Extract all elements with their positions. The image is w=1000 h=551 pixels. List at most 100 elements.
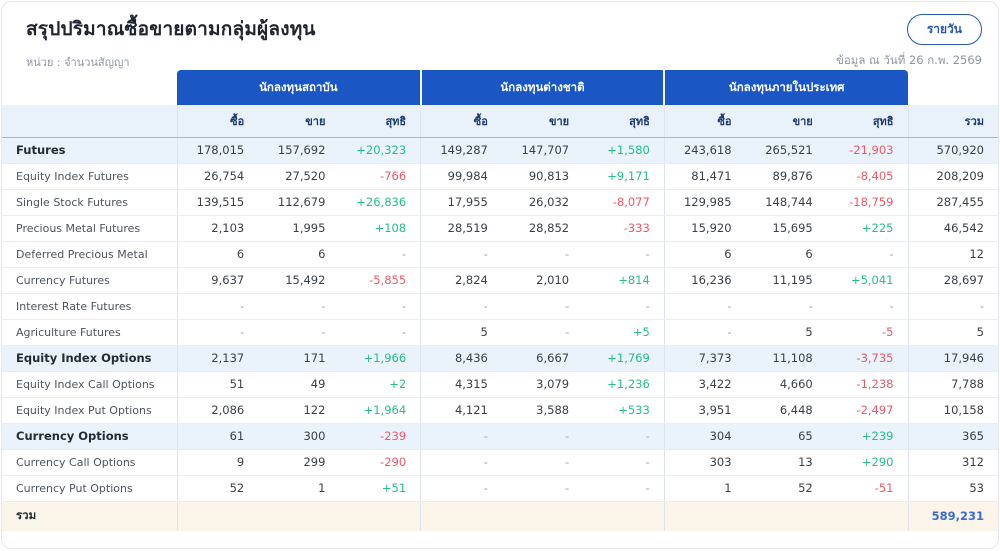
row-label: Single Stock Futures xyxy=(2,189,177,216)
row-value-cell: 171 xyxy=(258,345,340,372)
row-total-cell: 10,158 xyxy=(907,397,998,424)
row-total-cell: 312 xyxy=(907,449,998,476)
row-value-cell: -290 xyxy=(339,449,421,476)
row-value-cell: 112,679 xyxy=(258,189,340,216)
row-value-cell: 299 xyxy=(258,449,340,476)
row-value-cell: +225 xyxy=(826,215,908,242)
row-value-cell: 15,492 xyxy=(258,267,340,294)
row-value-cell: 5 xyxy=(745,319,827,346)
row-value-cell: 27,520 xyxy=(258,163,340,190)
row-value-cell: 122 xyxy=(258,397,340,424)
row-value-cell: 7,373 xyxy=(663,345,746,372)
row-value-cell: 28,519 xyxy=(420,215,502,242)
row-value-cell: - xyxy=(258,293,340,320)
row-value-cell: 3,079 xyxy=(501,371,584,398)
row-value-cell: -333 xyxy=(583,215,665,242)
page-title: สรุปปริมาณซื้อขายตามกลุ่มผู้ลงทุน xyxy=(26,18,316,40)
sell-header: ขาย xyxy=(258,105,340,138)
row-value-cell: - xyxy=(583,241,665,268)
group-header-row: นักลงทุนสถาบัน นักลงทุนต่างชาติ นักลงทุน… xyxy=(2,70,998,105)
table-row: Currency Call Options 9 299 -290- - -303 13 +29… xyxy=(2,449,998,476)
row-value-cell: 2,824 xyxy=(420,267,502,294)
row-total-cell: 570,920 xyxy=(907,137,998,164)
row-total-cell: 365 xyxy=(907,423,998,450)
row-value-cell: -1,238 xyxy=(826,371,908,398)
row-value-cell: -5 xyxy=(826,319,908,346)
row-value-cell: - xyxy=(420,423,502,450)
row-value-cell: +26,836 xyxy=(339,189,421,216)
row-value-cell: 6 xyxy=(176,241,259,268)
row-value-cell: 90,813 xyxy=(501,163,584,190)
sell-header: ขาย xyxy=(745,105,827,138)
row-value-cell: -8,077 xyxy=(583,189,665,216)
corner-blank-cell xyxy=(2,70,177,105)
row-value-cell: +814 xyxy=(583,267,665,294)
sub-header-row: ซื้อ ขาย สุทธิ ซื้อ ขาย สุทธิ ซื้อ ขาย ส… xyxy=(2,105,998,138)
row-label: Futures xyxy=(2,137,177,164)
row-value-cell: - xyxy=(745,293,827,320)
row-value-cell: 4,121 xyxy=(420,397,502,424)
total-header-blank-cell xyxy=(908,70,998,105)
table-row: Currency Futures 9,637 15,492 -5,855 2,824 2,… xyxy=(2,267,998,294)
row-value-cell: - xyxy=(501,423,584,450)
net-header: สุทธิ xyxy=(339,105,421,138)
row-value-cell: - xyxy=(339,319,421,346)
row-value-cell: - xyxy=(501,319,584,346)
row-value-cell xyxy=(258,501,340,531)
row-value-cell: +533 xyxy=(583,397,665,424)
row-value-cell xyxy=(745,501,827,531)
row-value-cell: 1 xyxy=(663,475,746,502)
row-total-cell: 53 xyxy=(907,475,998,502)
row-value-cell: +1,964 xyxy=(339,397,421,424)
row-value-cell: -766 xyxy=(339,163,421,190)
row-value-cell: 15,920 xyxy=(663,215,746,242)
row-value-cell: 13 xyxy=(745,449,827,476)
row-label: Equity Index Call Options xyxy=(2,371,177,398)
row-label: Currency Options xyxy=(2,423,177,450)
row-value-cell: 3,422 xyxy=(663,371,746,398)
table-row: Equity Index Options 2,137 171 +1,966 8,436 6… xyxy=(2,345,998,372)
row-value-cell: 149,287 xyxy=(420,137,502,164)
table-row: Equity Index Futures 26,754 27,520 -766 99,9… xyxy=(2,163,998,190)
row-value-cell: 11,108 xyxy=(745,345,827,372)
row-value-cell: 2,010 xyxy=(501,267,584,294)
row-value-cell: 4,315 xyxy=(420,371,502,398)
row-value-cell: - xyxy=(826,293,908,320)
row-total-cell: 46,542 xyxy=(907,215,998,242)
table-row: Precious Metal Futures 2,103 1,995 +108 28,5… xyxy=(2,215,998,242)
row-label: Currency Put Options xyxy=(2,475,177,502)
buy-header: ซื้อ xyxy=(663,105,746,138)
table-row: Interest Rate Futures - - - - - - - - - - xyxy=(2,293,998,320)
row-total-cell: 12 xyxy=(907,241,998,268)
row-value-cell: - xyxy=(583,293,665,320)
card-header: สรุปปริมาณซื้อขายตามกลุ่มผู้ลงทุน หน่วย … xyxy=(2,2,998,70)
row-value-cell: 2,086 xyxy=(176,397,259,424)
row-value-cell: 300 xyxy=(258,423,340,450)
row-value-cell: 6,448 xyxy=(745,397,827,424)
row-value-cell xyxy=(339,501,421,531)
investor-summary-table: นักลงทุนสถาบัน นักลงทุนต่างชาติ นักลงทุน… xyxy=(2,70,998,531)
row-value-cell xyxy=(826,501,908,531)
row-value-cell: 6 xyxy=(663,241,746,268)
row-value-cell: +239 xyxy=(826,423,908,450)
row-value-cell: 178,015 xyxy=(176,137,259,164)
row-value-cell: -51 xyxy=(826,475,908,502)
row-value-cell: 89,876 xyxy=(745,163,827,190)
row-total-cell: 7,788 xyxy=(907,371,998,398)
row-value-cell xyxy=(420,501,502,531)
row-label: Currency Futures xyxy=(2,267,177,294)
row-total-cell: 208,209 xyxy=(907,163,998,190)
row-value-cell: 49 xyxy=(258,371,340,398)
table-row: Futures 178,015 157,692 +20,323 149,287 147,7… xyxy=(2,137,998,164)
table-row: รวม 589,231 xyxy=(2,501,998,531)
row-value-cell: -8,405 xyxy=(826,163,908,190)
row-value-cell: 9,637 xyxy=(176,267,259,294)
frequency-button[interactable]: รายวัน xyxy=(906,14,982,45)
row-value-cell: 28,852 xyxy=(501,215,584,242)
row-value-cell: - xyxy=(583,449,665,476)
group-header-domestic: นักลงทุนภายในประเทศ xyxy=(663,70,908,105)
row-value-cell: - xyxy=(663,319,746,346)
buy-header: ซื้อ xyxy=(176,105,259,138)
group-header-institution: นักลงทุนสถาบัน xyxy=(177,70,421,105)
